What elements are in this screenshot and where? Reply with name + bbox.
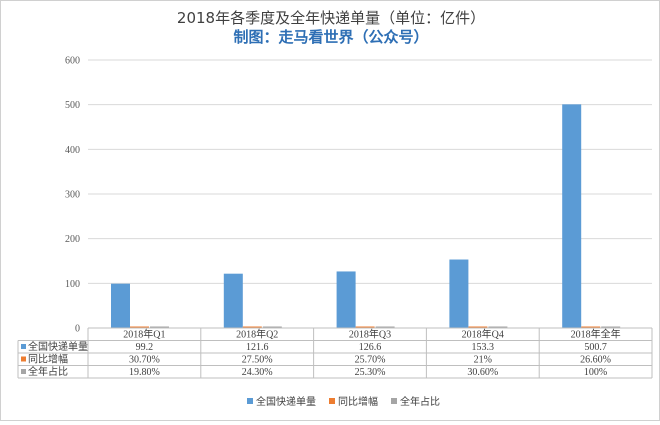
table-cell-value: 121.6 bbox=[246, 342, 269, 353]
bar-1 bbox=[336, 271, 356, 328]
x-category-label: 2018年Q2 bbox=[236, 328, 278, 341]
legend-label: 全年占比 bbox=[400, 395, 440, 408]
bar-2 bbox=[581, 326, 601, 328]
table-cell-value: 24.30% bbox=[242, 367, 273, 378]
y-tick-label: 300 bbox=[65, 190, 80, 201]
legend-label: 全国快递单量 bbox=[256, 395, 316, 408]
table-cell-value: 153.3 bbox=[472, 342, 495, 353]
table-row-label: 全年占比 bbox=[28, 365, 68, 378]
table-cell-value: 126.6 bbox=[359, 342, 382, 353]
table-row-label: 全国快递单量 bbox=[28, 340, 88, 353]
table-legend-key bbox=[21, 344, 26, 349]
y-tick-label: 600 bbox=[65, 56, 80, 67]
legend-swatch bbox=[391, 398, 397, 404]
table-cell-value: 99.2 bbox=[136, 342, 154, 353]
y-tick-label: 100 bbox=[65, 279, 80, 290]
bar-3 bbox=[150, 326, 169, 328]
y-tick-label: 400 bbox=[65, 145, 80, 156]
table-cell-value: 30.60% bbox=[467, 367, 498, 378]
bar-3 bbox=[375, 326, 395, 328]
x-category-label: 2018年Q4 bbox=[462, 328, 504, 341]
table-cell-value: 25.70% bbox=[355, 355, 386, 366]
table-cell-value: 21% bbox=[474, 355, 492, 366]
table-legend-key bbox=[21, 356, 26, 362]
bar-3 bbox=[488, 326, 508, 328]
bar-3 bbox=[601, 326, 621, 328]
bar-2 bbox=[130, 326, 149, 328]
table-cell-value: 100% bbox=[584, 367, 607, 378]
legend-swatch bbox=[247, 398, 253, 404]
legend-label: 同比增幅 bbox=[338, 395, 378, 408]
y-tick-label: 200 bbox=[65, 234, 80, 245]
y-tick-label: 500 bbox=[65, 100, 80, 111]
x-category-label: 2018年Q3 bbox=[349, 328, 391, 341]
bar-1 bbox=[562, 104, 582, 328]
table-cell-value: 26.60% bbox=[580, 355, 611, 366]
bar-2 bbox=[468, 326, 488, 328]
chart-title: 2018年各季度及全年快递单量（单位：亿件） bbox=[176, 9, 486, 27]
table-cell-value: 19.80% bbox=[129, 367, 160, 378]
table-cell-value: 27.50% bbox=[242, 355, 273, 366]
bar-3 bbox=[262, 326, 282, 328]
chart-subtitle: 制图：走马看世界（公众号） bbox=[233, 28, 429, 46]
table-cell-value: 500.7 bbox=[584, 342, 607, 353]
bar-2 bbox=[242, 326, 262, 328]
bar-1 bbox=[111, 283, 130, 328]
legend-swatch bbox=[329, 398, 335, 404]
table-legend-key bbox=[21, 369, 26, 374]
x-category-label: 2018年全年 bbox=[571, 328, 621, 341]
x-category-label: 2018年Q1 bbox=[123, 328, 165, 341]
table-row-label: 同比增幅 bbox=[28, 353, 68, 366]
bar-1 bbox=[223, 273, 243, 328]
bar-2 bbox=[355, 326, 375, 328]
table-cell-value: 25.30% bbox=[355, 367, 386, 378]
bar-1 bbox=[449, 259, 469, 328]
table-cell-value: 30.70% bbox=[129, 355, 160, 366]
y-tick-label: 0 bbox=[75, 324, 80, 335]
